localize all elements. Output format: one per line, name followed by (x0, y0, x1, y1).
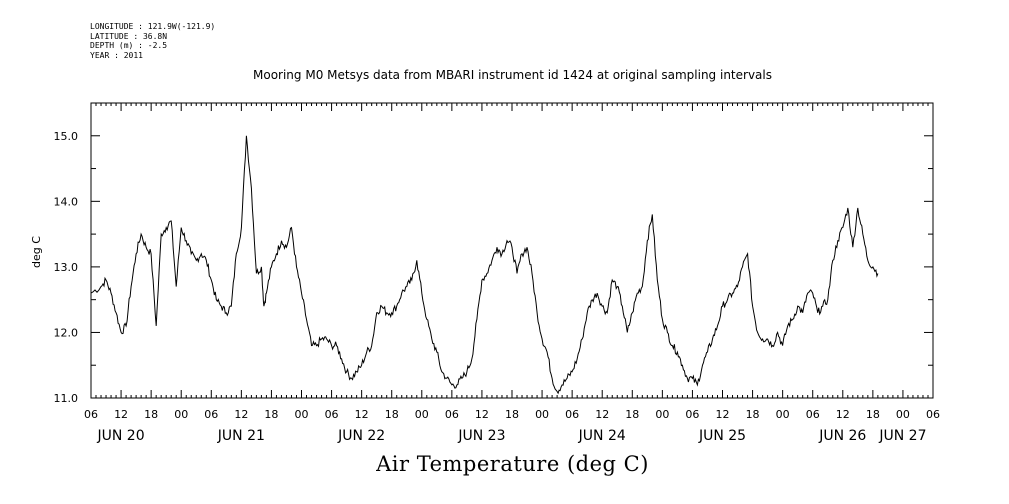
latitude-text: LATITUDE : 36.8N (90, 31, 168, 41)
y-axis-label: deg C (30, 236, 43, 268)
x-tick-label: 00 (655, 408, 669, 421)
x-tick-label: 00 (896, 408, 910, 421)
depth-text: DEPTH (m) : -2.5 (90, 41, 168, 50)
y-tick-label: 12.0 (54, 326, 79, 339)
x-tick-label: 00 (295, 408, 309, 421)
y-tick-label: 14.0 (54, 195, 79, 208)
x-tick-label: 06 (84, 408, 98, 421)
x-tick-label: 18 (625, 408, 639, 421)
x-tick-label: 06 (685, 408, 699, 421)
y-tick-label: 11.0 (54, 392, 79, 405)
x-tick-label: 18 (385, 408, 399, 421)
y-tick-label: 13.0 (54, 261, 79, 274)
x-tick-label: 12 (716, 408, 730, 421)
x-tick-label: 18 (505, 408, 519, 421)
location-metadata: LONGITUDE : 121.9W(-121.9) LATITUDE : 36… (90, 22, 215, 60)
x-tick-label: 12 (475, 408, 489, 421)
longitude-text: LONGITUDE : 121.9W(-121.9) (90, 22, 216, 31)
x-tick-label: 06 (926, 408, 940, 421)
x-tick-label: 12 (595, 408, 609, 421)
y-tick-label: 15.0 (54, 130, 79, 143)
y-tick-labels: 11.0 12.0 13.0 14.0 15.0 (54, 130, 79, 405)
x-tick-label: 12 (836, 408, 850, 421)
x-tick-label: 06 (445, 408, 459, 421)
x-tick-label: 18 (144, 408, 158, 421)
x-tick-label: 00 (174, 408, 188, 421)
x-tick-label: 12 (234, 408, 248, 421)
day-label: JUN 23 (457, 428, 505, 444)
x-tick-label: 00 (535, 408, 549, 421)
day-label: JUN 20 (97, 428, 145, 444)
x-tick-labels: 06 12 18 00 06 12 18 00 06 12 18 00 06 12 18 00 06 12 18 00… (84, 408, 940, 421)
x-tick-label: 18 (866, 408, 880, 421)
chart-title: Mooring M0 Metsys data from MBARI instru… (253, 68, 772, 82)
series-line (90, 135, 879, 395)
day-label: JUN 27 (878, 428, 926, 444)
year-text: YEAR : 2011 (90, 50, 143, 60)
day-label: JUN 25 (698, 428, 746, 444)
day-label: JUN 22 (337, 428, 385, 444)
x-tick-label: 12 (355, 408, 369, 421)
x-tick-label: 06 (325, 408, 339, 421)
x-tick-label: 12 (114, 408, 128, 421)
x-tick-label: 06 (565, 408, 579, 421)
day-labels: JUN 20 JUN 21 JUN 22 JUN 23 JUN 24 JUN 25 JUN … (97, 428, 927, 444)
day-label: JUN 24 (578, 428, 626, 444)
x-tick-label: 00 (415, 408, 429, 421)
day-label: JUN 21 (217, 428, 265, 444)
x-tick-label: 06 (204, 408, 218, 421)
day-label: JUN 26 (818, 428, 866, 444)
x-tick-label: 06 (806, 408, 820, 421)
axis-ticks (90, 102, 934, 399)
x-tick-label: 18 (746, 408, 760, 421)
x-axis-label: Air Temperature (deg C) (376, 452, 649, 476)
x-tick-label: 18 (264, 408, 278, 421)
x-tick-label: 00 (776, 408, 790, 421)
